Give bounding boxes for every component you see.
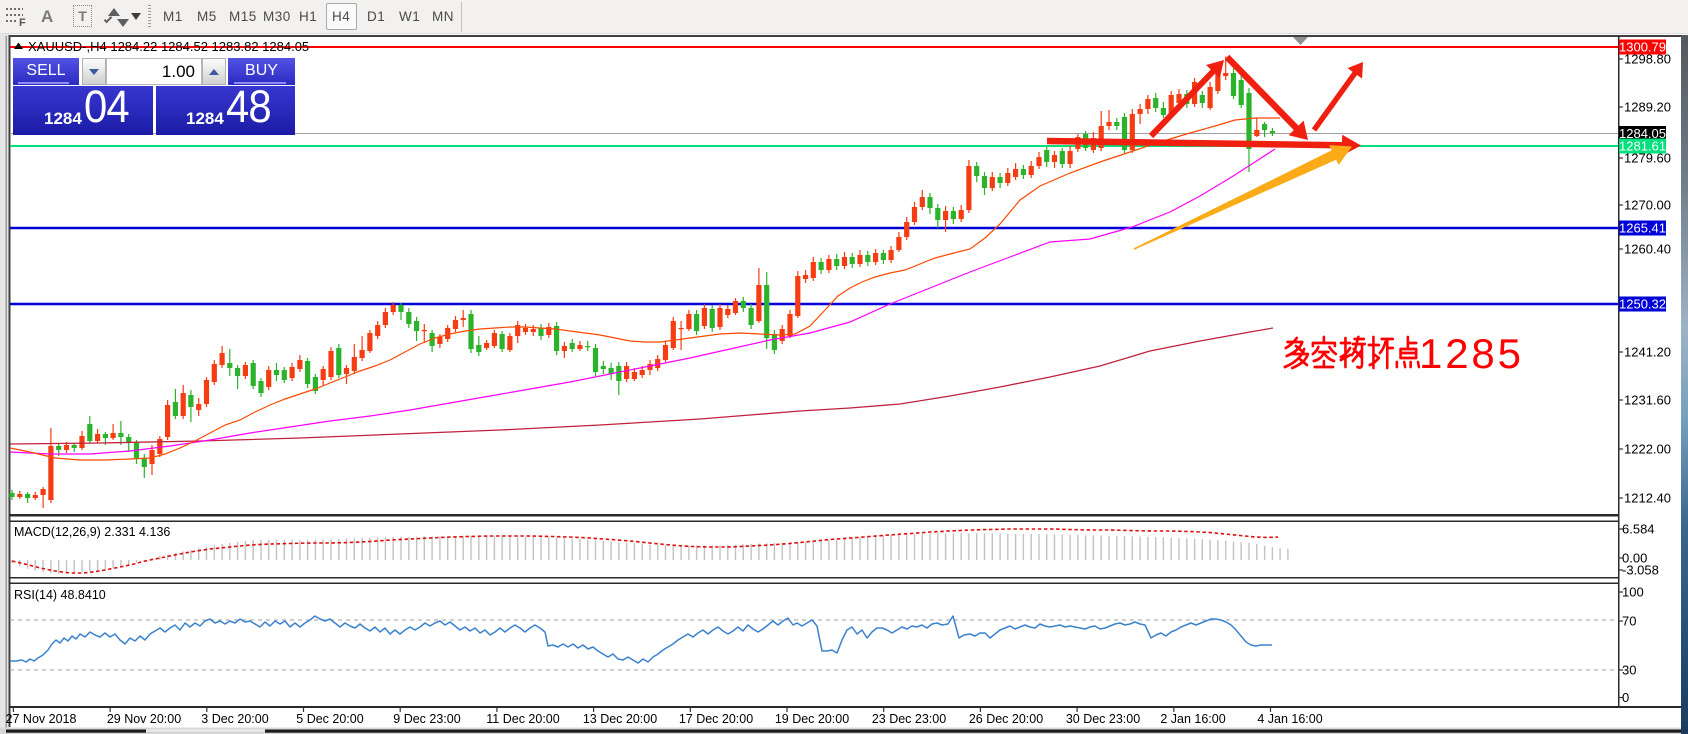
svg-text:1241.20: 1241.20 [1624,345,1671,360]
svg-text:4 Jan 16:00: 4 Jan 16:00 [1257,712,1322,726]
svg-text:27 Nov 2018: 27 Nov 2018 [6,712,77,726]
svg-text:6.584: 6.584 [1622,522,1655,537]
svg-text:3 Dec 20:00: 3 Dec 20:00 [201,712,268,726]
svg-text:11 Dec 20:00: 11 Dec 20:00 [486,712,559,726]
svg-text:100: 100 [1622,585,1644,600]
svg-text:30 Dec 23:00: 30 Dec 23:00 [1066,712,1140,726]
svg-text:0.00: 0.00 [1622,551,1647,566]
svg-text:1231.60: 1231.60 [1624,393,1671,408]
svg-text:26 Dec 20:00: 26 Dec 20:00 [969,712,1043,726]
svg-text:MACD(12,26,9) 2.331 4.136: MACD(12,26,9) 2.331 4.136 [14,525,170,539]
svg-text:1212.40: 1212.40 [1624,491,1671,506]
svg-text:1260.40: 1260.40 [1624,242,1671,257]
svg-text:1284.05: 1284.05 [1619,126,1666,141]
svg-text:19 Dec 20:00: 19 Dec 20:00 [775,712,849,726]
svg-text:1265.41: 1265.41 [1619,221,1666,236]
svg-text:XAUUSD-,H4 1284.22 1284.52 12: XAUUSD-,H4 1284.22 1284.52 1283.82 1284.… [28,39,309,54]
svg-text:30: 30 [1622,663,1636,678]
svg-text:1298.80: 1298.80 [1624,52,1671,67]
svg-text:5 Dec 20:00: 5 Dec 20:00 [296,712,363,726]
svg-text:1279.60: 1279.60 [1624,151,1671,166]
svg-text:2 Jan 16:00: 2 Jan 16:00 [1160,712,1225,726]
svg-text:17 Dec 20:00: 17 Dec 20:00 [679,712,753,726]
svg-text:RSI(14) 48.8410: RSI(14) 48.8410 [14,588,106,602]
svg-text:23 Dec 23:00: 23 Dec 23:00 [872,712,946,726]
svg-text:1289.20: 1289.20 [1624,100,1671,115]
svg-text:-3.058: -3.058 [1622,563,1659,578]
svg-text:1281.61: 1281.61 [1619,139,1666,154]
svg-text:0: 0 [1622,690,1629,705]
svg-text:1222.00: 1222.00 [1624,442,1671,457]
svg-text:1300.79: 1300.79 [1619,40,1666,55]
svg-text:13 Dec 20:00: 13 Dec 20:00 [583,712,657,726]
svg-text:29 Nov 20:00: 29 Nov 20:00 [107,712,181,726]
svg-text:1270.00: 1270.00 [1624,198,1671,213]
svg-text:1250.32: 1250.32 [1619,297,1666,312]
svg-text:70: 70 [1622,614,1636,629]
svg-text:9 Dec 23:00: 9 Dec 23:00 [393,712,460,726]
